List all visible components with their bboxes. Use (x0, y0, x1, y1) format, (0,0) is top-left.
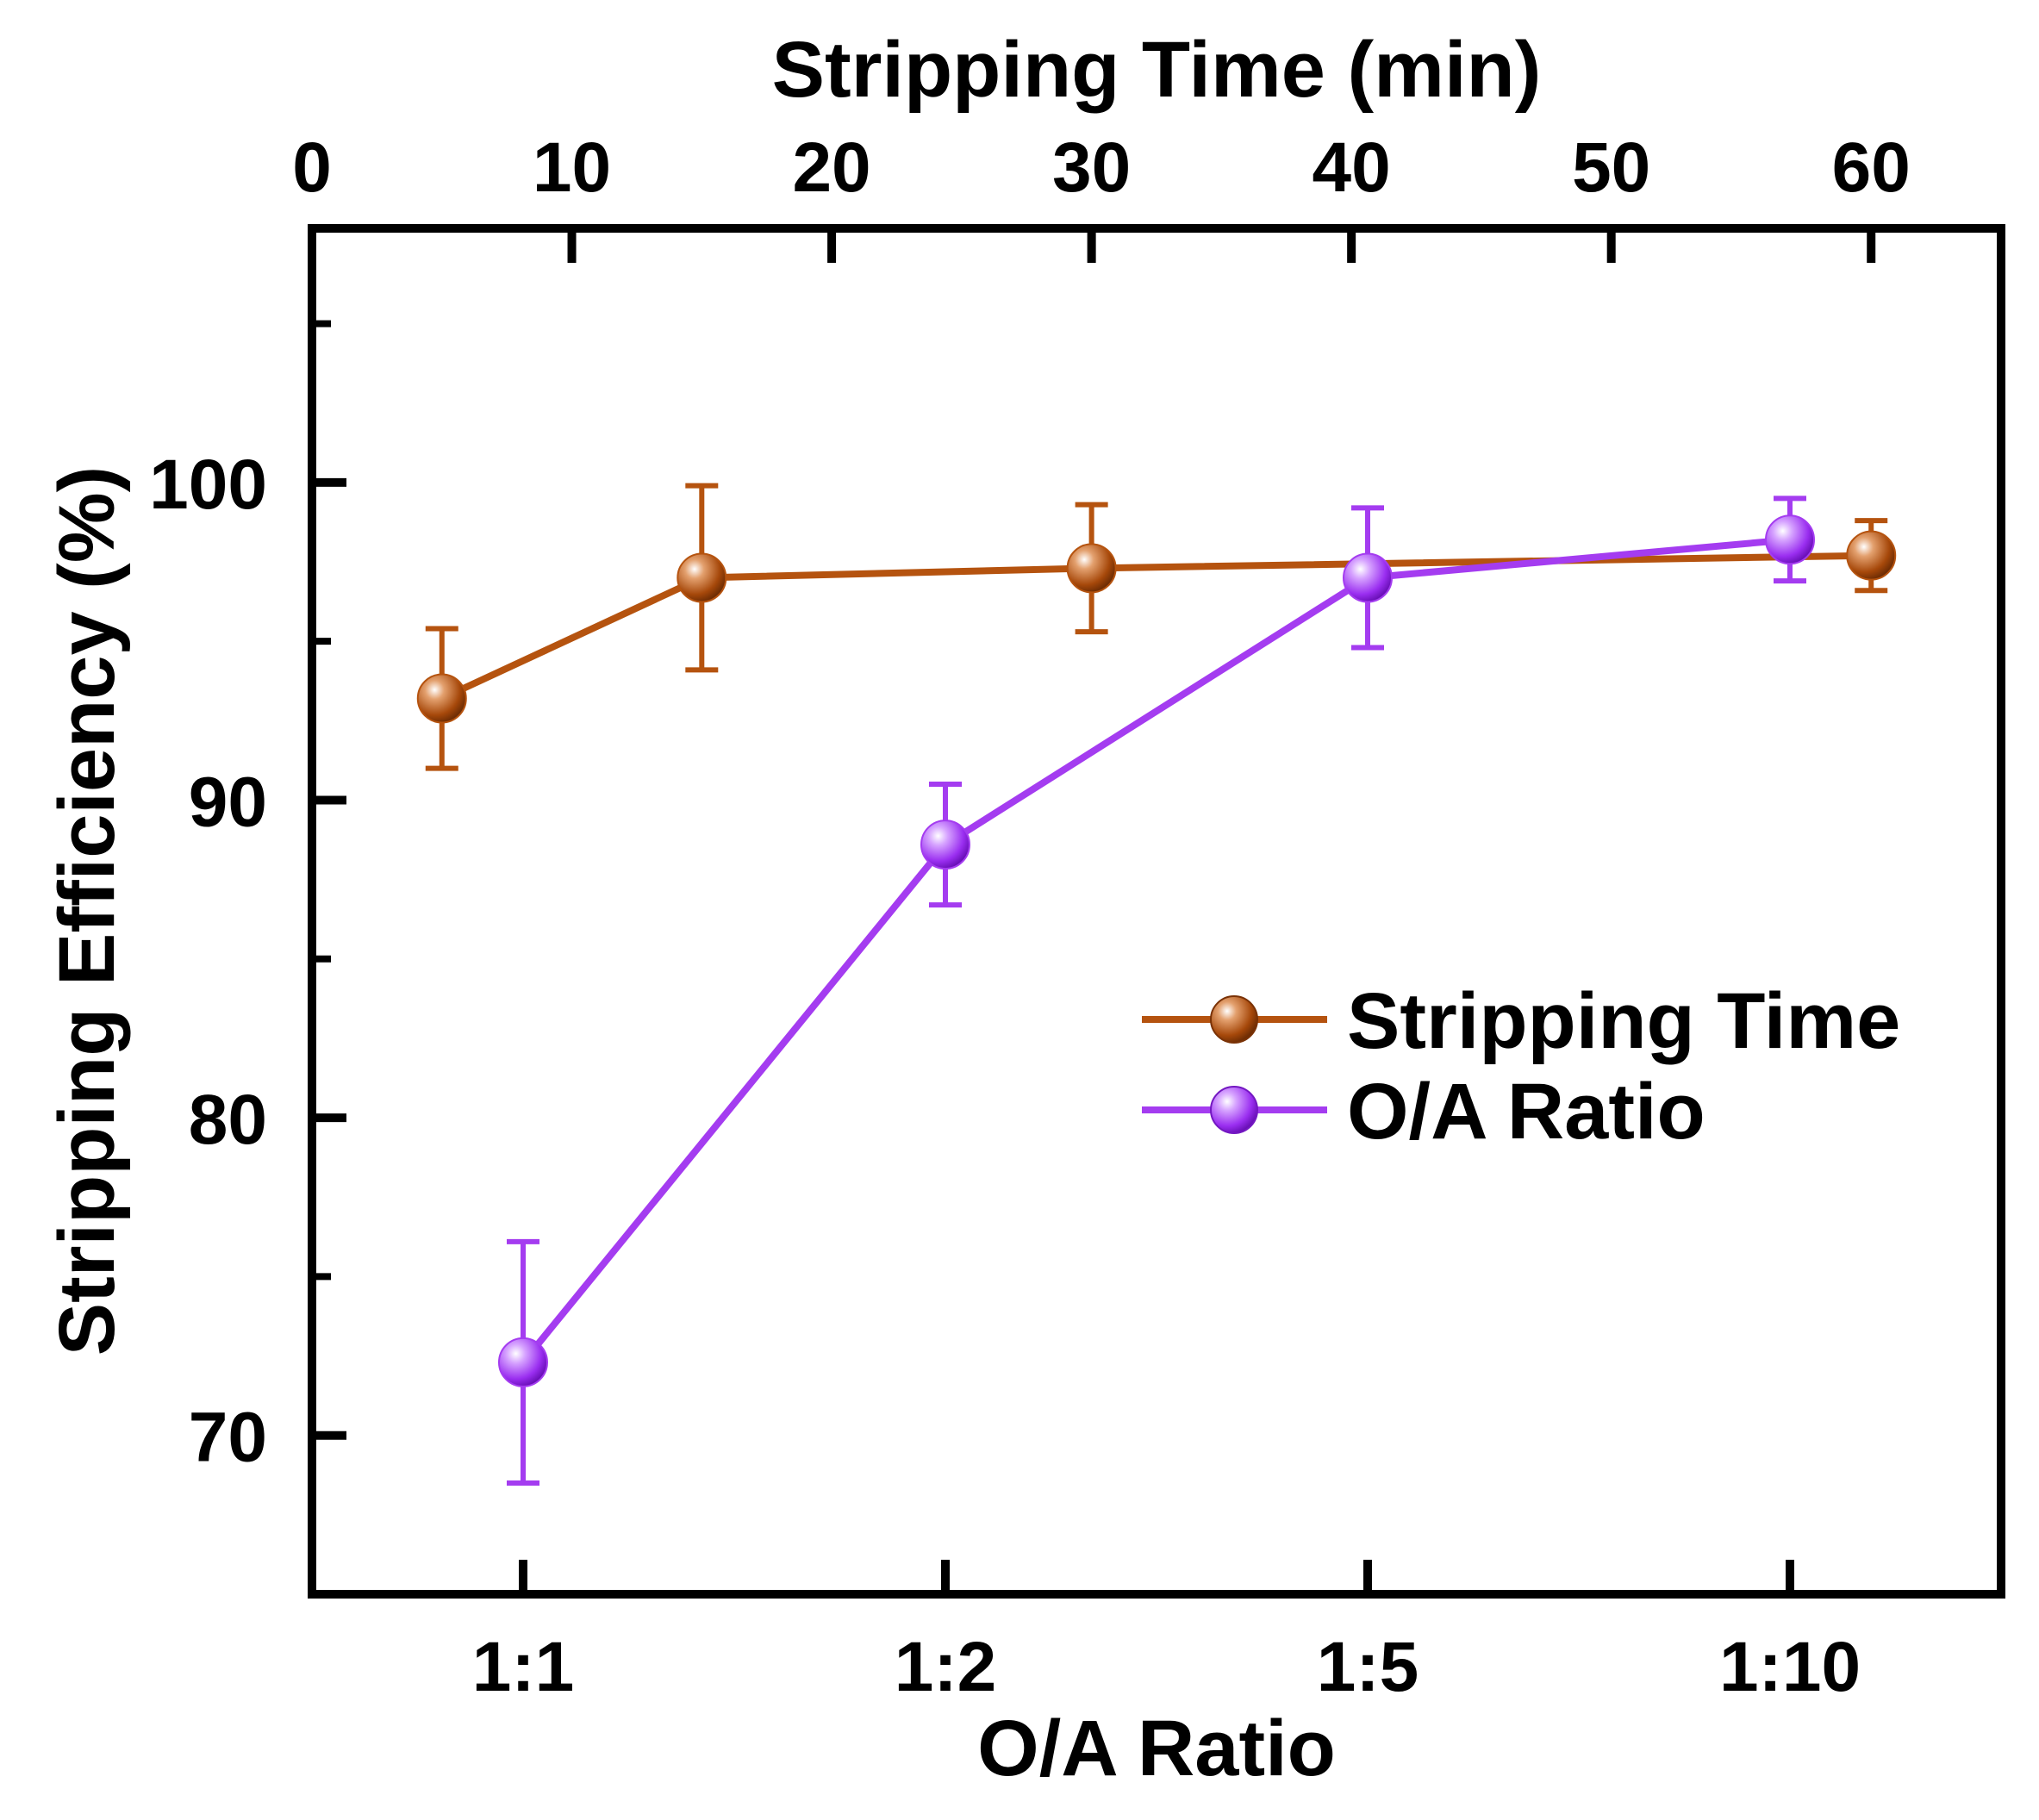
data-point-stripping-time-2 (1066, 543, 1117, 594)
top-tick-label-4: 40 (1313, 128, 1391, 207)
bottom-tick-label-3: 1:10 (1719, 1628, 1861, 1706)
series-line-o-a-ratio (520, 536, 1791, 1365)
top-tick-label-2: 20 (792, 128, 870, 207)
data-point-o-a-ratio-0 (498, 1337, 548, 1387)
legend-label-oa-ratio: O/A Ratio (1347, 1068, 1705, 1156)
y-tick-label-3: 100 (149, 446, 267, 524)
bottom-axis-ticks: 1:1 1:2 1:5 1:10 (472, 1560, 1861, 1706)
legend: Stripping Time O/A Ratio (1142, 977, 1900, 1156)
data-point-o-a-ratio-2 (1343, 552, 1393, 603)
top-tick-label-5: 50 (1572, 128, 1650, 207)
series-o-a-ratio (498, 496, 1815, 1486)
top-tick-label-1: 10 (533, 128, 611, 207)
plot-frame (308, 224, 2005, 1599)
series-layer (416, 483, 1897, 1486)
series-stripping-time (416, 483, 1897, 771)
y-axis-title: Stripping Efficiency (%) (43, 466, 131, 1356)
top-tick-label-3: 30 (1052, 128, 1131, 207)
legend-marker-stripping-time (1210, 995, 1258, 1044)
bottom-tick-label-0: 1:1 (472, 1628, 575, 1706)
legend-label-stripping-time: Stripping Time (1347, 977, 1900, 1065)
top-axis-title: Stripping Time (min) (772, 26, 1542, 114)
y-axis-ticks: 70 80 90 100 (149, 320, 346, 1477)
top-tick-label-6: 60 (1832, 128, 1911, 207)
series-line-stripping-time (440, 552, 1872, 702)
legend-entry-oa-ratio: O/A Ratio (1142, 1068, 1705, 1156)
data-point-stripping-time-0 (416, 673, 467, 724)
legend-marker-oa-ratio (1210, 1086, 1258, 1134)
data-point-stripping-time-3 (1846, 530, 1897, 581)
data-point-o-a-ratio-3 (1765, 514, 1815, 565)
y-tick-label-2: 90 (189, 763, 267, 841)
data-point-stripping-time-1 (677, 552, 727, 603)
y-tick-label-0: 70 (189, 1399, 267, 1477)
bottom-tick-label-2: 1:5 (1317, 1628, 1419, 1706)
y-tick-label-1: 80 (189, 1081, 267, 1159)
top-tick-label-0: 0 (292, 128, 332, 207)
bottom-axis-title: O/A Ratio (977, 1705, 1336, 1792)
legend-entry-stripping-time: Stripping Time (1142, 977, 1900, 1065)
data-point-o-a-ratio-1 (920, 820, 970, 870)
bottom-tick-label-1: 1:2 (895, 1628, 997, 1706)
top-axis-ticks: 0 10 20 30 40 50 60 (292, 128, 1911, 263)
